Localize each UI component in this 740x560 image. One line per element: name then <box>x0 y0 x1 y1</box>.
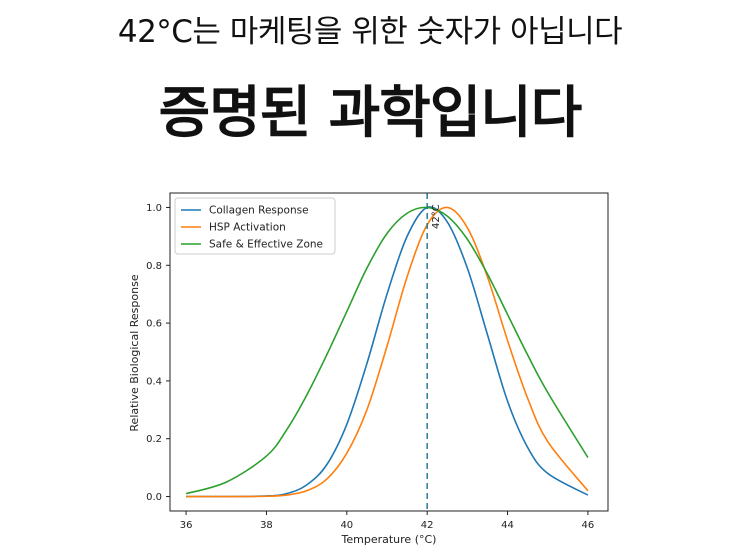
annotation-label: 42°C <box>431 204 442 229</box>
legend-entry-1: HSP Activation <box>209 222 286 234</box>
plot-frame <box>169 192 609 512</box>
slide-subtitle: 42°C는 마케팅을 위한 숫자가 아닙니다 <box>117 14 623 50</box>
y-tick-label: 0.2 <box>146 434 162 445</box>
x-tick-label: 44 <box>501 520 514 531</box>
series-line-1 <box>186 206 589 498</box>
x-axis-label: Temperature (°C) <box>341 533 437 546</box>
x-tick-label: 36 <box>180 520 193 531</box>
y-tick-label: 0.6 <box>146 319 162 330</box>
series-line-0 <box>186 206 589 498</box>
x-tick-label: 42 <box>421 520 434 531</box>
legend-entry-2: Safe & Effective Zone <box>209 239 323 251</box>
series-line-2 <box>185 206 589 495</box>
x-tick-label: 46 <box>582 520 595 531</box>
slide-title: 증명된 과학입니다 <box>158 81 583 146</box>
x-tick-label: 40 <box>340 520 353 531</box>
y-tick-label: 0.0 <box>146 492 162 503</box>
y-tick-label: 0.8 <box>146 261 162 272</box>
x-tick-label: 38 <box>260 520 273 531</box>
legend: Collagen Response HSP Activation Safe & Ef… <box>174 197 336 255</box>
legend-entry-0: Collagen Response <box>209 205 309 217</box>
y-tick-label: 1.0 <box>146 203 162 214</box>
legend-box <box>174 197 336 255</box>
y-tick-label: 0.4 <box>146 376 162 387</box>
y-axis-label: Relative Biological Response <box>128 274 141 431</box>
